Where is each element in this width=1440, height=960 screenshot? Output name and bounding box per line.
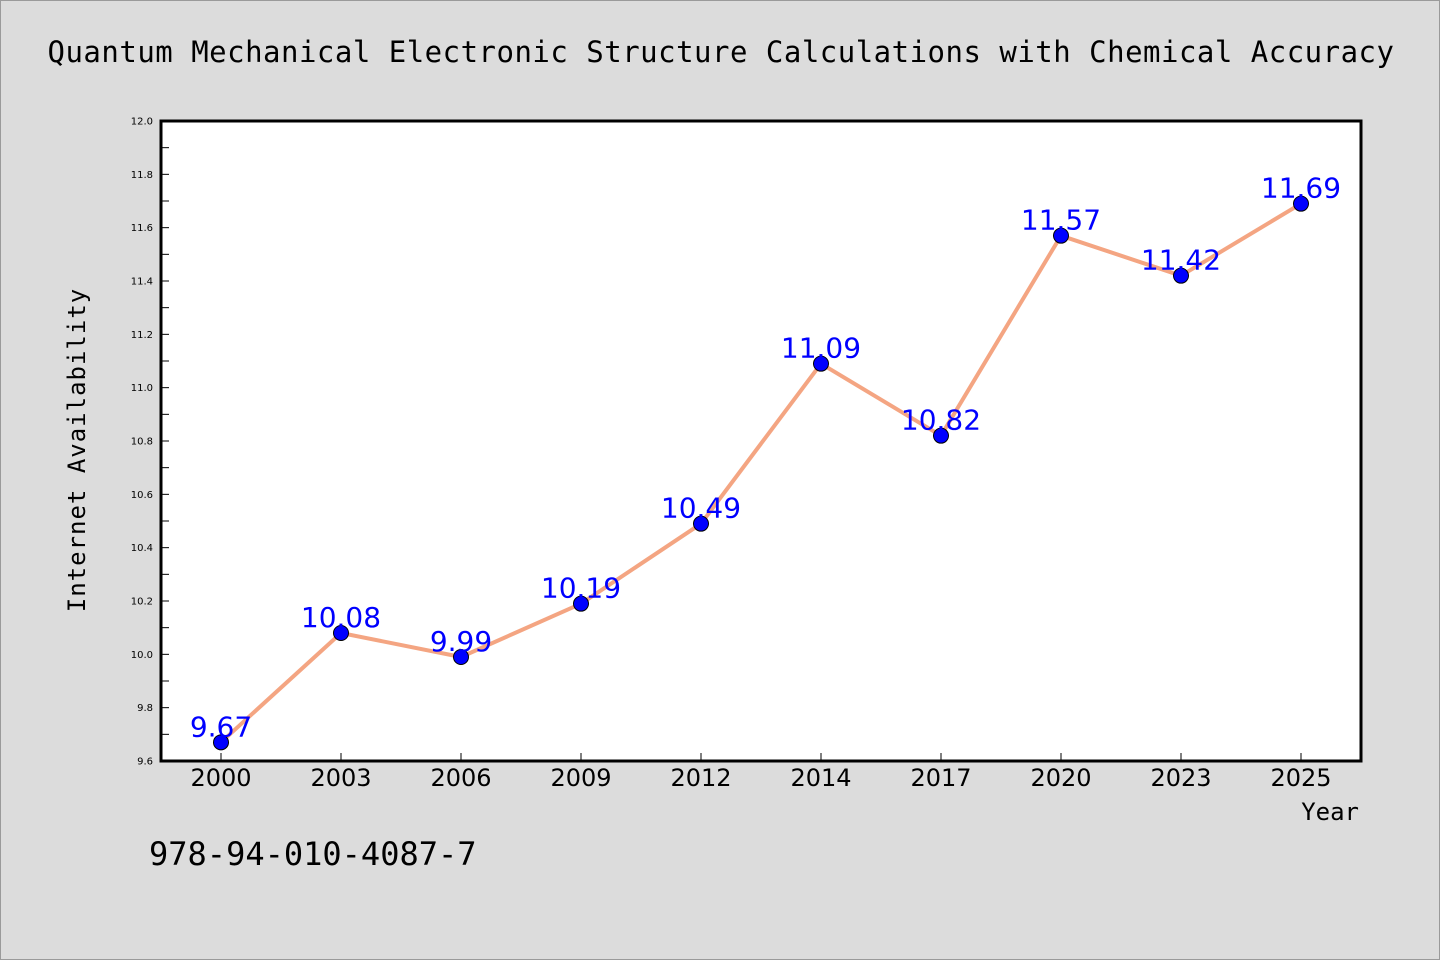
data-point	[573, 595, 589, 612]
data-label: 10.49	[661, 492, 741, 525]
data-point	[693, 515, 709, 532]
y-tick-label: 11.6	[131, 223, 153, 234]
y-tick-label: 10.6	[131, 490, 153, 501]
x-tick-label: 2009	[550, 764, 611, 792]
y-tick-label: 10.8	[131, 437, 153, 448]
data-label: 11.09	[781, 332, 861, 365]
y-tick-label: 10.4	[131, 543, 153, 554]
x-tick-label: 2017	[910, 764, 971, 792]
data-point	[933, 427, 949, 444]
data-point	[333, 625, 349, 641]
x-tick-label: 2014	[790, 764, 851, 792]
data-label: 10.82	[901, 404, 981, 437]
series-layer	[213, 195, 1309, 751]
data-label: 11.57	[1021, 204, 1101, 237]
x-tick-label: 2006	[430, 764, 491, 792]
y-tick-label: 11.8	[131, 170, 153, 181]
data-point	[453, 649, 469, 665]
x-tick-label: 2000	[190, 764, 251, 792]
x-tick-label: 2003	[310, 764, 371, 792]
y-tick-label: 11.0	[131, 383, 153, 394]
isbn-footer: 978-94-010-4087-7	[149, 835, 477, 873]
data-label: 10.19	[541, 572, 621, 605]
x-axis-label: Year	[1301, 798, 1359, 826]
data-label: 11.69	[1261, 172, 1341, 205]
data-label: 10.08	[301, 601, 381, 634]
data-point	[813, 355, 829, 372]
y-tick-label: 11.4	[131, 277, 153, 288]
data-point	[1173, 267, 1189, 284]
data-label: 11.42	[1141, 244, 1221, 277]
data-point	[1293, 195, 1309, 212]
chart-title: Quantum Mechanical Electronic Structure …	[47, 35, 1395, 69]
y-tick-label: 12.0	[131, 117, 153, 128]
x-tick-label: 2020	[1030, 764, 1091, 792]
x-tick-label: 2023	[1150, 764, 1211, 792]
data-label: 9.99	[430, 625, 492, 658]
y-axis: 9.6 9.8 10.0 10.2 10.4 10.6 10.8 11.0 11.2 11.4 11…	[131, 117, 169, 768]
x-axis: 2000 2003 2006 2009 2012 2014 2017 2020 2023 2025	[190, 753, 1332, 792]
y-tick-label: 9.6	[137, 757, 153, 768]
data-label: 9.67	[190, 710, 252, 743]
y-tick-label: 10.2	[131, 597, 153, 608]
data-point	[213, 734, 229, 751]
y-tick-label: 11.2	[131, 330, 153, 341]
y-tick-label: 9.8	[137, 703, 153, 714]
plot-frame	[159, 119, 1363, 763]
data-labels-layer: 9.67 10.08 9.99 10.19 10.49 11.09 10.82 11.57 11…	[190, 172, 1341, 744]
x-tick-label: 2012	[670, 764, 731, 792]
x-tick-label: 2025	[1270, 764, 1331, 792]
series-line	[219, 201, 1303, 745]
data-point	[1053, 227, 1069, 244]
y-tick-label: 10.0	[131, 650, 153, 661]
